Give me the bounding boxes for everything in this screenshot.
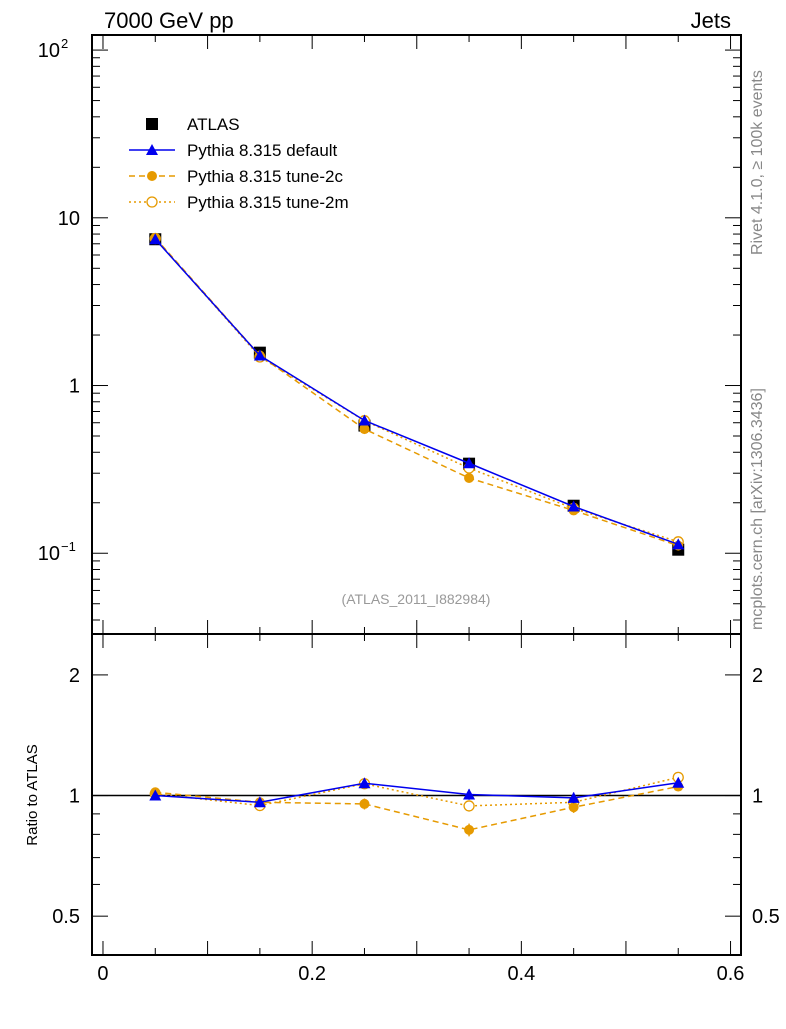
legend: ATLAS Pythia 8.315 default Pythia 8.315 tu…: [129, 115, 349, 212]
y-tick-exponent: 2: [61, 36, 68, 51]
legend-marker-default: [146, 144, 158, 155]
ratio-point-default: [253, 796, 266, 808]
ratio-point-tune2c: [568, 802, 579, 813]
ratio-y-tick-label: 1: [69, 786, 80, 808]
x-tick-label: 0.2: [298, 963, 326, 985]
ratio-point-tune2m: [463, 800, 475, 812]
point-default: [672, 538, 685, 550]
legend-label: Pythia 8.315 tune-2m: [187, 193, 349, 212]
ratio-point-tune2c: [359, 798, 370, 809]
ratio-line-tune2c: [155, 785, 679, 831]
x-tick-label: 0: [97, 963, 108, 985]
header-right: Jets: [691, 8, 731, 33]
ratio-y-tick-label: 2: [69, 665, 80, 687]
point-default: [567, 500, 580, 512]
ratio-line-default: [155, 782, 679, 804]
point-default: [253, 349, 266, 361]
header-left: 7000 GeV pp: [104, 8, 234, 33]
analysis-label: (ATLAS_2011_I882984): [342, 591, 491, 607]
ratio-ylabel: Ratio to ATLAS: [24, 744, 41, 845]
legend-label: Pythia 8.315 default: [187, 141, 338, 160]
y-tick-label: 1: [69, 376, 80, 398]
ratio-y-tick-label: 0.5: [52, 906, 80, 928]
rivet-label: Rivet 4.1.0, ≥ 100k events: [749, 70, 766, 255]
point-default: [463, 457, 476, 469]
point-default: [358, 414, 371, 426]
x-tick-label: 0.4: [507, 963, 535, 985]
point-default: [149, 233, 162, 245]
ratio-point-default: [567, 791, 580, 803]
point-tune2c: [464, 472, 475, 483]
ratio-point-tune2c: [464, 824, 475, 835]
x-tick-label: 0.6: [717, 963, 745, 985]
y-tick-label: 10: [38, 543, 60, 565]
ratio-point-default: [672, 776, 685, 788]
legend-label: ATLAS: [187, 115, 240, 134]
legend-marker-data: [146, 118, 158, 130]
ratio-point-default: [358, 777, 371, 789]
ratio-point-default: [149, 789, 162, 801]
legend-label: Pythia 8.315 tune-2c: [187, 167, 343, 186]
ratio-y-tick-label-right: 1: [752, 786, 763, 808]
series-line-default: [154, 238, 679, 546]
point-tune2c: [359, 424, 370, 435]
mcplots-label: mcplots.cern.ch [arXiv:1306.3436]: [749, 388, 766, 630]
ratio-point-default: [463, 788, 476, 800]
series-line-tune2m: [154, 238, 679, 543]
y-tick-exponent: −1: [61, 539, 76, 554]
legend-marker-tune2m: [146, 196, 158, 208]
ratio-line-tune2m: [155, 776, 679, 807]
series-line-tune2c: [154, 237, 679, 547]
legend-marker-tune2c: [147, 171, 157, 181]
y-tick-label: 10: [38, 40, 60, 62]
ratio-y-tick-label-right: 2: [752, 665, 763, 687]
ratio-y-tick-label-right: 0.5: [752, 906, 780, 928]
y-tick-label: 10: [58, 208, 80, 230]
